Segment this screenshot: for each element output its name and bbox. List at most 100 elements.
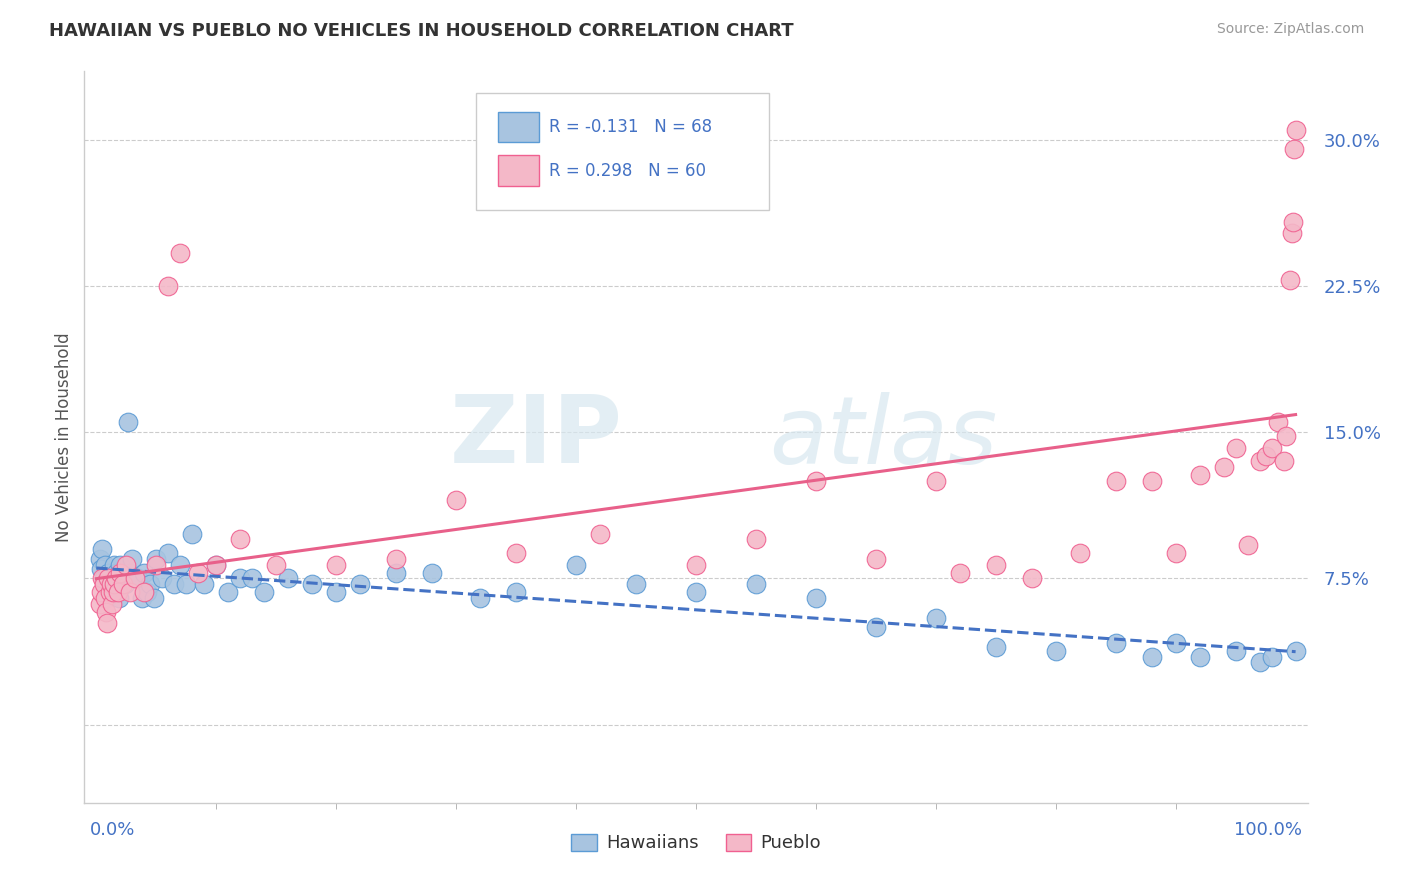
Point [1282, 214, 1305, 228]
Point [107, 581, 129, 595]
Point [93, 572, 115, 586]
Point [114, 577, 136, 591]
Point [1105, 636, 1128, 650]
Point [205, 558, 228, 572]
Point [103, 558, 125, 572]
Point [1260, 649, 1282, 664]
Point [150, 572, 173, 586]
Point [468, 591, 491, 605]
Point [193, 577, 215, 591]
Point [169, 245, 191, 260]
Text: atlas: atlas [769, 392, 998, 483]
FancyBboxPatch shape [475, 94, 769, 211]
Point [865, 620, 887, 634]
Point [93, 591, 117, 605]
Point [187, 566, 209, 580]
Text: R = 0.298   N = 60: R = 0.298 N = 60 [550, 161, 706, 180]
Point [100, 577, 122, 591]
Point [98, 585, 121, 599]
Point [117, 416, 139, 430]
Point [108, 591, 131, 605]
Point [1284, 142, 1306, 156]
Point [624, 577, 647, 591]
Text: 0.0%: 0.0% [90, 821, 136, 839]
Point [111, 577, 134, 591]
Point [385, 566, 408, 580]
Point [96, 616, 118, 631]
Point [1021, 572, 1043, 586]
Point [1272, 454, 1295, 468]
Point [685, 585, 707, 599]
Point [169, 558, 191, 572]
Point [163, 577, 186, 591]
Text: R = -0.131   N = 68: R = -0.131 N = 68 [550, 118, 713, 136]
Point [100, 569, 122, 583]
Point [205, 558, 228, 572]
Point [589, 526, 612, 541]
Point [93, 558, 117, 572]
Point [949, 566, 972, 580]
Point [103, 577, 125, 591]
Point [94, 605, 117, 619]
FancyBboxPatch shape [498, 112, 540, 143]
Point [174, 577, 197, 591]
Point [1267, 416, 1289, 430]
Point [1140, 474, 1163, 488]
Point [253, 585, 276, 599]
Point [101, 597, 124, 611]
Point [181, 526, 204, 541]
Point [104, 572, 127, 586]
Point [157, 546, 180, 560]
Point [101, 577, 124, 591]
Point [804, 591, 827, 605]
Point [1249, 454, 1271, 468]
Point [1212, 460, 1234, 475]
Point [925, 610, 948, 624]
Point [1281, 226, 1303, 240]
Point [1254, 449, 1277, 463]
Point [142, 591, 165, 605]
Point [105, 572, 128, 586]
Y-axis label: No Vehicles in Household: No Vehicles in Household [55, 332, 73, 542]
Text: Source: ZipAtlas.com: Source: ZipAtlas.com [1216, 22, 1364, 37]
Point [325, 558, 347, 572]
Point [865, 552, 887, 566]
Point [89, 552, 111, 566]
Point [984, 558, 1007, 572]
Point [301, 577, 323, 591]
Point [505, 546, 527, 560]
Point [325, 585, 347, 599]
Point [131, 591, 153, 605]
Point [1140, 649, 1163, 664]
Point [277, 572, 299, 586]
Point [420, 566, 443, 580]
Point [1188, 649, 1211, 664]
Point [118, 585, 141, 599]
Point [91, 572, 114, 586]
Point [97, 566, 120, 580]
Point [1105, 474, 1128, 488]
Point [110, 566, 132, 580]
Point [505, 585, 527, 599]
Point [1164, 546, 1187, 560]
Point [444, 493, 467, 508]
Point [349, 577, 371, 591]
Point [804, 474, 827, 488]
Point [118, 566, 141, 580]
Point [1284, 643, 1306, 657]
Point [134, 566, 156, 580]
Point [745, 577, 768, 591]
Point [98, 581, 121, 595]
Point [1069, 546, 1091, 560]
Point [101, 585, 124, 599]
Point [107, 585, 129, 599]
FancyBboxPatch shape [498, 155, 540, 186]
Point [127, 572, 149, 586]
Point [139, 577, 162, 591]
Point [565, 558, 588, 572]
Legend: Hawaiians, Pueblo: Hawaiians, Pueblo [564, 826, 828, 860]
Point [1278, 273, 1301, 287]
Point [101, 585, 124, 599]
Point [229, 572, 252, 586]
Point [1284, 123, 1306, 137]
